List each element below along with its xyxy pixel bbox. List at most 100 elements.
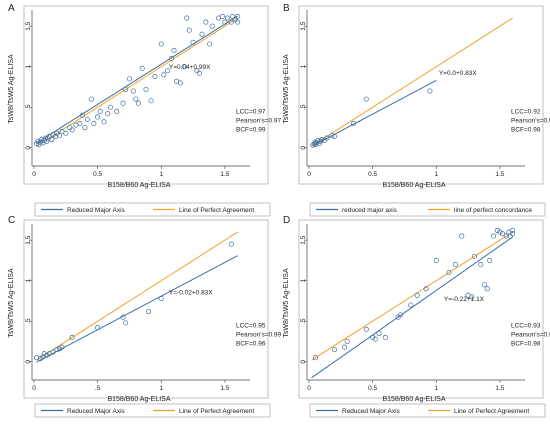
equation-label: Y=0.0+0.83X xyxy=(439,70,478,77)
x-tick-label: 0.5 xyxy=(368,385,377,392)
stat-label: LCC=0.95 xyxy=(236,323,266,330)
legend-entry-agreement: Line of Perfect Agreement xyxy=(454,408,529,415)
data-point xyxy=(312,355,318,361)
data-point xyxy=(446,270,452,276)
data-point xyxy=(133,96,139,102)
data-point xyxy=(44,138,50,144)
x-tick-label: 0.5 xyxy=(368,171,377,178)
data-point xyxy=(120,314,126,320)
data-point xyxy=(324,135,330,141)
data-point xyxy=(53,133,59,139)
data-point xyxy=(228,241,234,247)
data-point xyxy=(165,68,171,74)
data-point xyxy=(97,108,103,114)
data-point xyxy=(342,344,348,350)
y-tick-label: .5 xyxy=(300,318,307,324)
stat-label: Pearson's=0.99 xyxy=(236,332,282,339)
data-point xyxy=(203,19,209,25)
data-point xyxy=(199,31,205,37)
y-tick-label: 0 xyxy=(25,360,32,364)
data-point xyxy=(59,344,65,350)
x-axis-label: B158/B60 Ag-ELISA xyxy=(107,396,170,403)
data-point xyxy=(105,111,111,117)
data-point xyxy=(315,137,321,144)
legend-box xyxy=(309,403,546,418)
x-tick-label: 1.5 xyxy=(495,385,504,392)
data-point xyxy=(471,253,478,259)
stat-label: BCF=0.98 xyxy=(511,341,541,348)
data-point xyxy=(152,73,158,79)
x-axis-label: B158/B60 Ag-ELISA xyxy=(107,182,170,189)
panel-letter: B xyxy=(283,3,290,14)
data-point xyxy=(148,98,154,104)
data-point xyxy=(95,114,101,120)
data-point xyxy=(423,286,429,292)
stat-label: BCF=0.99 xyxy=(236,127,266,134)
stat-label: Pearson's=0.95 xyxy=(511,332,550,339)
y-tick-label: 0 xyxy=(300,146,307,150)
data-point xyxy=(79,112,85,118)
data-point xyxy=(224,15,231,21)
data-point xyxy=(469,294,475,300)
data-point xyxy=(382,334,388,341)
y-axis-label: TsW8/TsW5 Ag-ELISA xyxy=(8,268,15,338)
y-tick-label: 1.5 xyxy=(300,235,307,244)
data-point xyxy=(376,330,382,336)
stat-label: LCC=0.92 xyxy=(511,109,541,116)
data-point xyxy=(510,231,516,237)
stat-label: BCF=0.96 xyxy=(236,341,266,348)
data-point xyxy=(158,295,164,302)
legend: reduced major axis line of perfect concor… xyxy=(309,202,546,217)
data-point xyxy=(311,141,317,147)
data-point xyxy=(510,227,516,233)
x-tick-label: 0 xyxy=(307,171,311,178)
data-point xyxy=(433,257,439,263)
legend-entry-agreement: Line of Perfect Agreement xyxy=(179,408,254,415)
data-point xyxy=(484,286,490,292)
equation-label: Y=-0.22+1.1X xyxy=(444,296,485,303)
y-tick-label: 0 xyxy=(300,360,307,364)
legend-entry-rma: Reduced Major Axis xyxy=(67,207,126,214)
data-point xyxy=(44,352,50,358)
y-tick-label: 1.5 xyxy=(25,21,32,30)
plot-frame xyxy=(23,5,269,185)
x-tick-label: 1 xyxy=(434,171,438,178)
data-point xyxy=(317,138,324,144)
data-point xyxy=(229,13,236,19)
data-point xyxy=(344,338,350,345)
data-point xyxy=(235,19,241,25)
x-axis-label: B158/B60 Ag-ELISA xyxy=(382,182,445,189)
legend-entry-rma: Reduced Major Axis xyxy=(342,408,401,415)
data-point xyxy=(219,13,225,19)
stat-label: BCF=0.98 xyxy=(511,127,541,134)
rma-line xyxy=(36,15,238,144)
y-axis-label: TsW8/TsW5 Ag-ELISA xyxy=(283,268,290,338)
data-point xyxy=(33,355,40,361)
panel-letter: A xyxy=(8,3,15,14)
data-point xyxy=(184,15,190,21)
data-point xyxy=(77,120,83,127)
agreement-line xyxy=(36,17,238,147)
data-point xyxy=(56,346,63,352)
data-point xyxy=(45,136,51,142)
data-point xyxy=(54,347,60,353)
y-tick-label: 1 xyxy=(300,279,307,283)
data-point xyxy=(69,334,75,341)
stat-label: LCC=0.93 xyxy=(511,323,541,330)
plot-frame xyxy=(23,219,269,399)
y-tick-label: 1.5 xyxy=(25,235,32,244)
data-point xyxy=(490,233,497,239)
x-tick-label: 1 xyxy=(159,385,163,392)
data-point xyxy=(427,88,433,94)
data-point xyxy=(235,13,241,19)
data-point xyxy=(408,302,414,308)
x-tick-label: 1.5 xyxy=(495,171,504,178)
data-point xyxy=(107,104,113,110)
stat-label: Pearson's=0.94 xyxy=(511,118,550,125)
data-point xyxy=(222,19,228,25)
legend-box xyxy=(309,202,546,217)
data-point xyxy=(372,336,378,342)
data-point xyxy=(41,351,47,357)
data-point xyxy=(158,41,164,47)
